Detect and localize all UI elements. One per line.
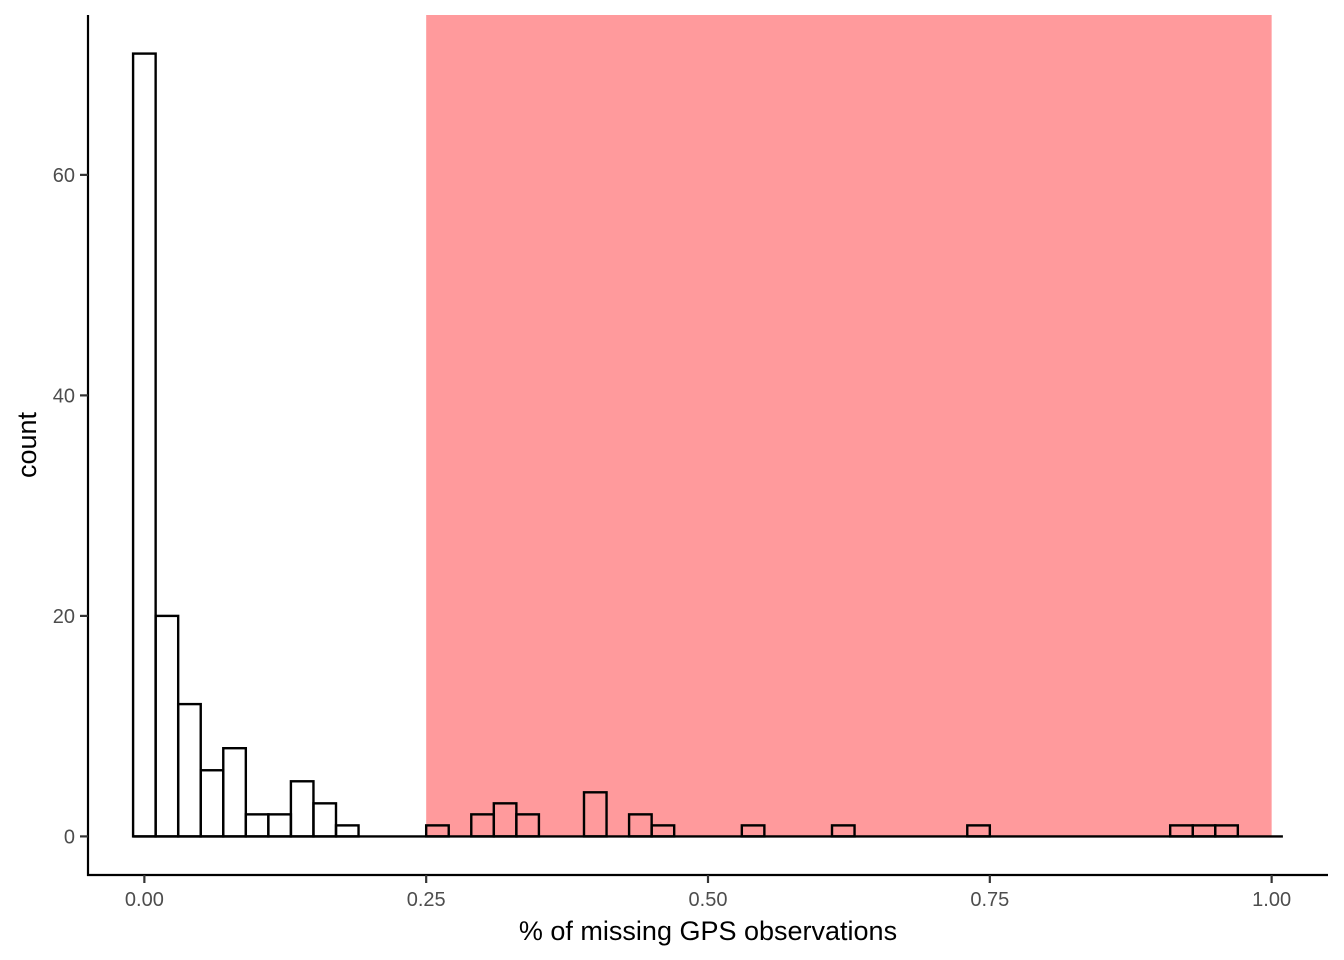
x-tick-label: 0.25 — [407, 889, 446, 911]
histogram-bar — [334, 824, 360, 838]
histogram-bar — [966, 824, 992, 838]
histogram-bar — [515, 813, 541, 838]
axes-layer: 0 20 40 60 0.00 0.25 0.50 0.75 1.00 — [53, 15, 1328, 911]
x-tick-label: 0.75 — [970, 889, 1009, 911]
histogram-bar — [650, 824, 676, 838]
histogram-bar — [244, 813, 270, 838]
histogram-bar — [1214, 824, 1240, 838]
histogram-bar — [470, 813, 496, 838]
highlight-region-layer — [426, 15, 1272, 837]
x-tick-label: 1.00 — [1252, 889, 1291, 911]
histogram-bar — [154, 614, 180, 838]
histogram-bar — [199, 769, 225, 838]
histogram-bar — [627, 813, 653, 838]
histogram-bar — [1191, 824, 1217, 838]
histogram-bar — [289, 780, 315, 838]
histogram-bar — [740, 824, 766, 838]
y-tick-label: 20 — [53, 606, 75, 628]
y-tick-label: 40 — [53, 385, 75, 407]
histogram-bar — [222, 747, 248, 838]
y-tick-label: 60 — [53, 165, 75, 187]
histogram-bar — [582, 791, 608, 838]
y-axis-title: count — [12, 411, 42, 478]
highlight-region — [426, 15, 1272, 837]
bars-layer — [131, 52, 1283, 838]
histogram-bar — [492, 802, 518, 838]
histogram-bar — [312, 802, 338, 838]
histogram-bar — [131, 52, 157, 838]
y-tick-label: 0 — [64, 826, 75, 848]
histogram-bar — [176, 702, 202, 838]
x-axis-title: % of missing GPS observations — [519, 916, 897, 946]
histogram-bar — [1168, 824, 1194, 838]
labels-layer: % of missing GPS observations count — [12, 411, 897, 946]
x-tick-label: 0.50 — [689, 889, 728, 911]
x-tick-label: 0.00 — [125, 889, 164, 911]
histogram-bar — [267, 813, 293, 838]
histogram-bar — [424, 824, 450, 838]
histogram-bar — [830, 824, 856, 838]
